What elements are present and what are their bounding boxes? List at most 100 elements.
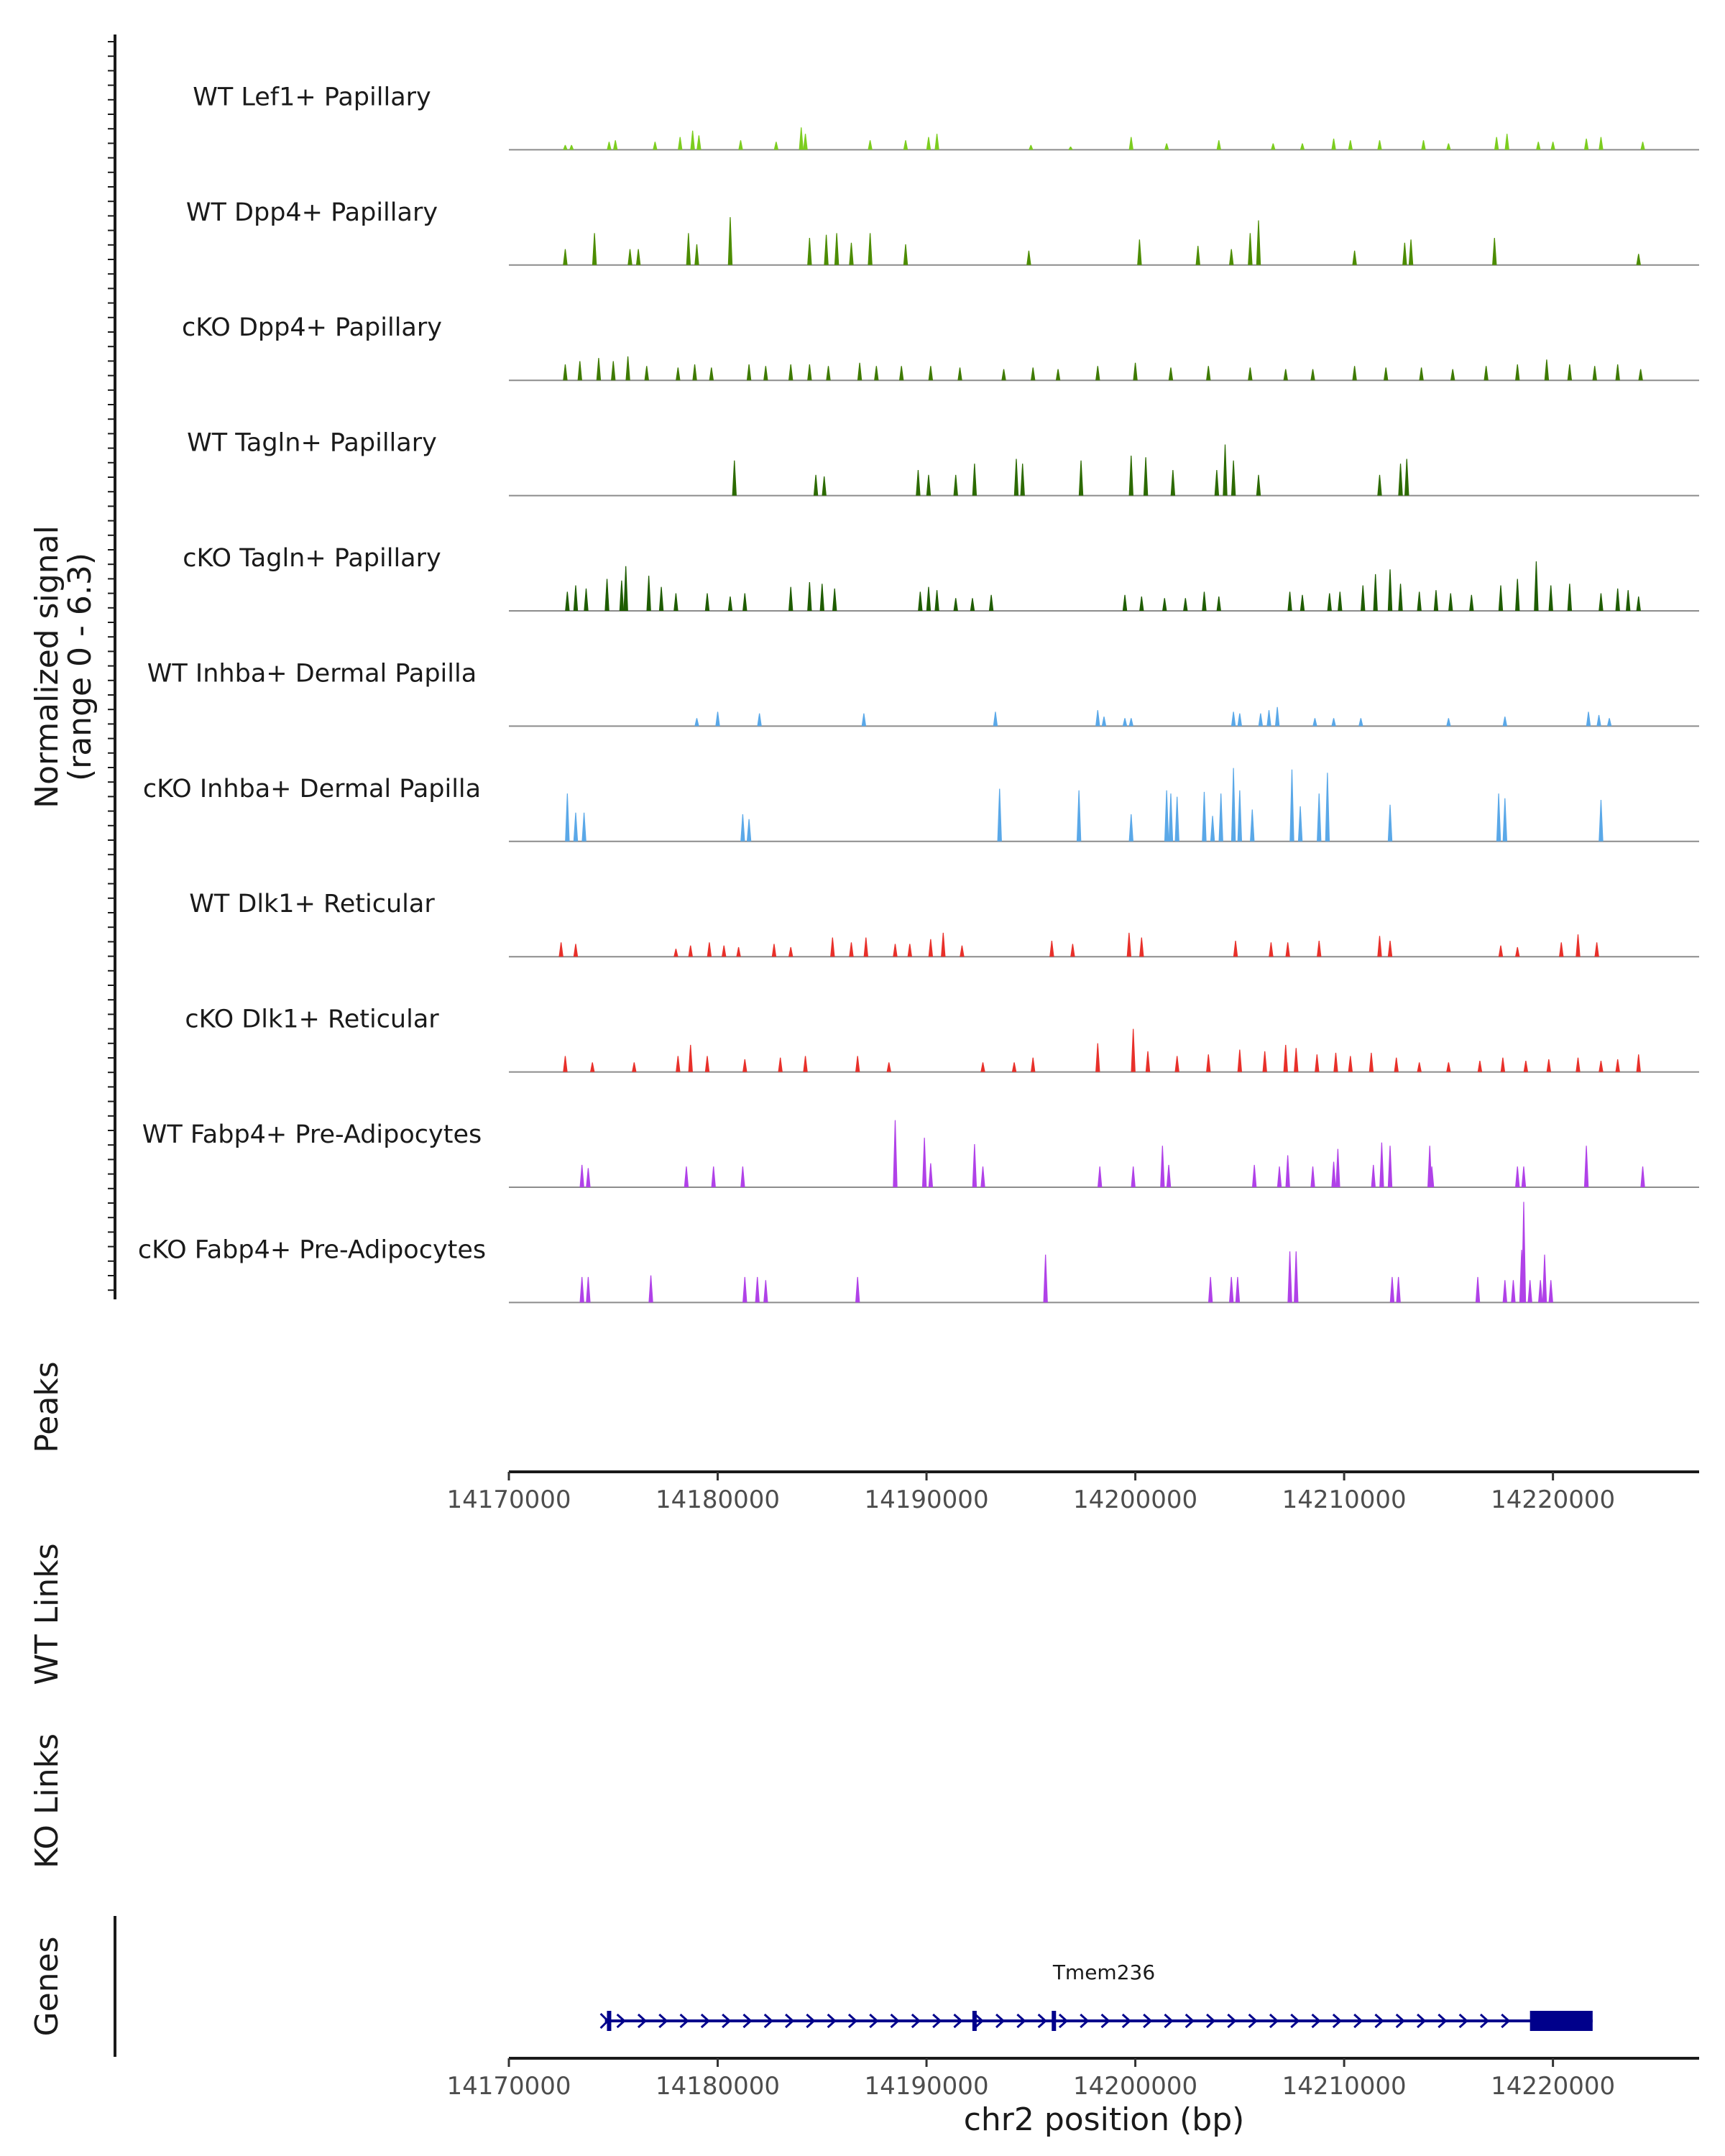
signal-peak: [1402, 242, 1407, 265]
signal-peak: [1640, 142, 1645, 150]
signal-peak: [1237, 713, 1243, 727]
x-tick-label: 14170000: [446, 2072, 571, 2101]
signal-peak: [1398, 584, 1403, 611]
signal-peak: [997, 788, 1002, 842]
signal-peak: [1230, 768, 1236, 842]
signal-peak: [874, 366, 879, 381]
signal-peak: [1202, 591, 1207, 611]
signal-peak: [1315, 1054, 1320, 1072]
signal-peak: [1515, 946, 1520, 957]
signal-peak: [1594, 942, 1599, 957]
signal-peak: [607, 142, 612, 150]
signal-peak: [1615, 588, 1620, 611]
signal-peak: [1166, 1164, 1172, 1187]
strand-arrow: [1184, 2013, 1195, 2029]
strand-arrow: [1080, 2013, 1090, 2029]
signal-peak: [1230, 711, 1236, 727]
signal-peak: [803, 134, 808, 150]
signal-peak: [1335, 1148, 1340, 1187]
signal-peak: [1379, 1142, 1384, 1187]
signal-peak: [1020, 464, 1025, 496]
strand-arrow: [742, 2013, 753, 2029]
signal-peak: [1133, 362, 1138, 381]
signal-peak: [596, 358, 602, 381]
track-label: cKO Dlk1+ Reticular: [185, 1005, 439, 1034]
signal-peak: [1325, 773, 1330, 842]
x-tick-label: 14220000: [1491, 2072, 1615, 2101]
signal-peak: [1511, 1280, 1516, 1303]
signal-peak: [592, 233, 597, 265]
signal-peak: [813, 474, 819, 496]
signal-peak: [1214, 470, 1220, 496]
strand-arrow: [785, 2013, 795, 2029]
signal-peak: [688, 1044, 693, 1072]
signal-peak: [581, 812, 586, 842]
signal-peak: [1256, 220, 1261, 265]
signal-peak: [727, 596, 733, 611]
signal-peak: [690, 130, 695, 150]
strand-arrow: [847, 2013, 858, 2029]
x-tick-label: 14190000: [865, 1485, 989, 1514]
signal-peak: [569, 144, 574, 150]
strand-arrow: [1143, 2013, 1153, 2029]
gene-exon-marker: [972, 2011, 977, 2031]
signal-peak: [1596, 714, 1601, 727]
signal-peak: [993, 711, 998, 727]
signal-peak: [563, 364, 568, 381]
signal-peak: [1223, 444, 1228, 496]
signal-peak: [898, 366, 904, 381]
track-label: cKO Tagln+ Papillary: [183, 544, 441, 573]
signal-peak: [676, 1056, 681, 1072]
signal-peak: [855, 1056, 860, 1072]
signal-peak: [1287, 591, 1292, 611]
strand-arrow: [869, 2013, 879, 2029]
track-4: WT Tagln+ Papillary: [187, 429, 1699, 497]
signal-peak: [1544, 359, 1550, 381]
signal-peak: [1331, 138, 1336, 150]
x-tick-label: 14220000: [1491, 1485, 1615, 1514]
signal-peak: [694, 718, 699, 727]
strand-arrow: [1458, 2013, 1468, 2029]
signal-peak: [1576, 1057, 1581, 1072]
signal-peak: [807, 238, 812, 265]
strand-arrow: [995, 2013, 1006, 2029]
signal-peak: [573, 585, 579, 611]
signal-peak: [1408, 239, 1414, 265]
peaks-panel-label: Peaks: [29, 1361, 65, 1452]
track-11: cKO Fabp4+ Pre-Adipocytes: [138, 1202, 1699, 1304]
gene-label: Tmem236: [1052, 1961, 1155, 1984]
signal-peak: [1417, 1062, 1422, 1072]
signal-peak: [1387, 569, 1393, 611]
signal-peak: [1049, 940, 1054, 957]
signal-peak: [577, 361, 582, 381]
signal-peak: [1636, 596, 1641, 611]
signal-peak: [830, 937, 835, 957]
track-label: cKO Dpp4+ Papillary: [182, 313, 442, 342]
strand-arrow: [1058, 2013, 1069, 2029]
signal-peak: [1446, 1062, 1451, 1072]
track-8: WT Dlk1+ Reticular: [189, 890, 1699, 958]
signal-peak: [644, 366, 649, 381]
signal-peak: [1498, 585, 1504, 611]
gene-exon-marker: [1052, 2011, 1057, 2031]
signal-peak: [1348, 140, 1353, 150]
strand-arrow: [911, 2013, 921, 2029]
signal-peak: [1338, 591, 1343, 611]
signal-peak: [757, 713, 762, 727]
signal-peak: [1285, 1155, 1290, 1187]
signal-peak: [1475, 1276, 1481, 1303]
signal-peak: [1168, 793, 1174, 842]
signal-peak: [746, 819, 752, 842]
signal-peak: [742, 593, 748, 611]
signal-peak: [688, 945, 693, 957]
signal-peak: [926, 586, 932, 611]
signal-peak: [1029, 144, 1034, 150]
signal-peak: [1251, 1164, 1257, 1187]
signal-peak: [715, 711, 720, 727]
signal-peak: [1128, 456, 1133, 496]
signal-peak: [1371, 1164, 1376, 1187]
signal-peak: [1348, 1056, 1353, 1072]
signal-peak: [584, 588, 589, 611]
signal-peak: [1521, 1166, 1527, 1187]
